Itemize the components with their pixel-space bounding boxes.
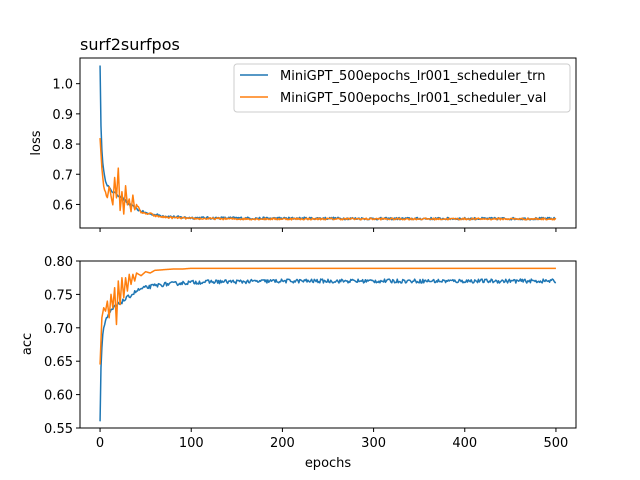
loss-y-tick-label: 0.9 xyxy=(52,108,73,123)
legend-label-val: MiniGPT_500epochs_lr001_scheduler_val xyxy=(280,91,546,106)
legend-label-trn: MiniGPT_500epochs_lr001_scheduler_trn xyxy=(280,69,546,84)
loss-x-ticks xyxy=(99,228,557,232)
acc-x-tick-label: 300 xyxy=(361,436,386,451)
acc-x-tick-label: 500 xyxy=(544,436,569,451)
loss-y-tick-label: 0.7 xyxy=(52,168,73,183)
acc-axes-frame xyxy=(79,260,577,429)
acc-y-tick-label: 0.75 xyxy=(44,288,73,303)
acc-y-tick-label: 0.70 xyxy=(44,322,73,337)
loss-subplot: surf2surfpos 0.6 0.7 0.8 0.9 1.0 loss MiniGP… xyxy=(29,35,577,232)
loss-y-tick-label: 1.0 xyxy=(52,78,73,93)
acc-series-group xyxy=(99,267,557,422)
legend: MiniGPT_500epochs_lr001_scheduler_trn Mi… xyxy=(233,63,571,113)
loss-y-tick-label: 0.8 xyxy=(52,138,73,153)
acc-y-tick-label: 0.65 xyxy=(44,355,73,370)
acc-y-tick-label: 0.80 xyxy=(44,255,73,270)
acc-x-ticks: 0 100 200 300 400 500 xyxy=(96,428,568,451)
legend-box xyxy=(233,63,571,113)
acc-y-ticks: 0.55 0.60 0.65 0.70 0.75 0.80 xyxy=(44,255,80,437)
loss-axes-frame xyxy=(79,57,577,229)
acc-y-tick-label: 0.60 xyxy=(44,389,73,404)
acc-y-axis-label: acc xyxy=(20,333,35,355)
loss-y-tick-label: 0.6 xyxy=(52,198,73,213)
acc-series-trn-line xyxy=(99,278,557,422)
loss-y-ticks: 0.6 0.7 0.8 0.9 1.0 xyxy=(52,78,80,213)
acc-x-tick-label: 200 xyxy=(270,436,295,451)
loss-series-val-line xyxy=(99,137,557,221)
loss-series-group xyxy=(99,65,557,221)
loss-y-axis-label: loss xyxy=(29,130,44,155)
acc-x-axis-label: epochs xyxy=(305,456,352,471)
acc-x-tick-label: 400 xyxy=(452,436,477,451)
acc-series-val-line xyxy=(99,267,556,365)
acc-y-tick-label: 0.55 xyxy=(44,422,73,437)
acc-x-tick-label: 100 xyxy=(179,436,204,451)
loss-chart-title: surf2surfpos xyxy=(80,35,180,54)
acc-subplot: 0 100 200 300 400 500 0.55 0.60 0.65 0.70 0.75 0.8… xyxy=(20,255,577,471)
acc-x-tick-label: 0 xyxy=(96,436,104,451)
